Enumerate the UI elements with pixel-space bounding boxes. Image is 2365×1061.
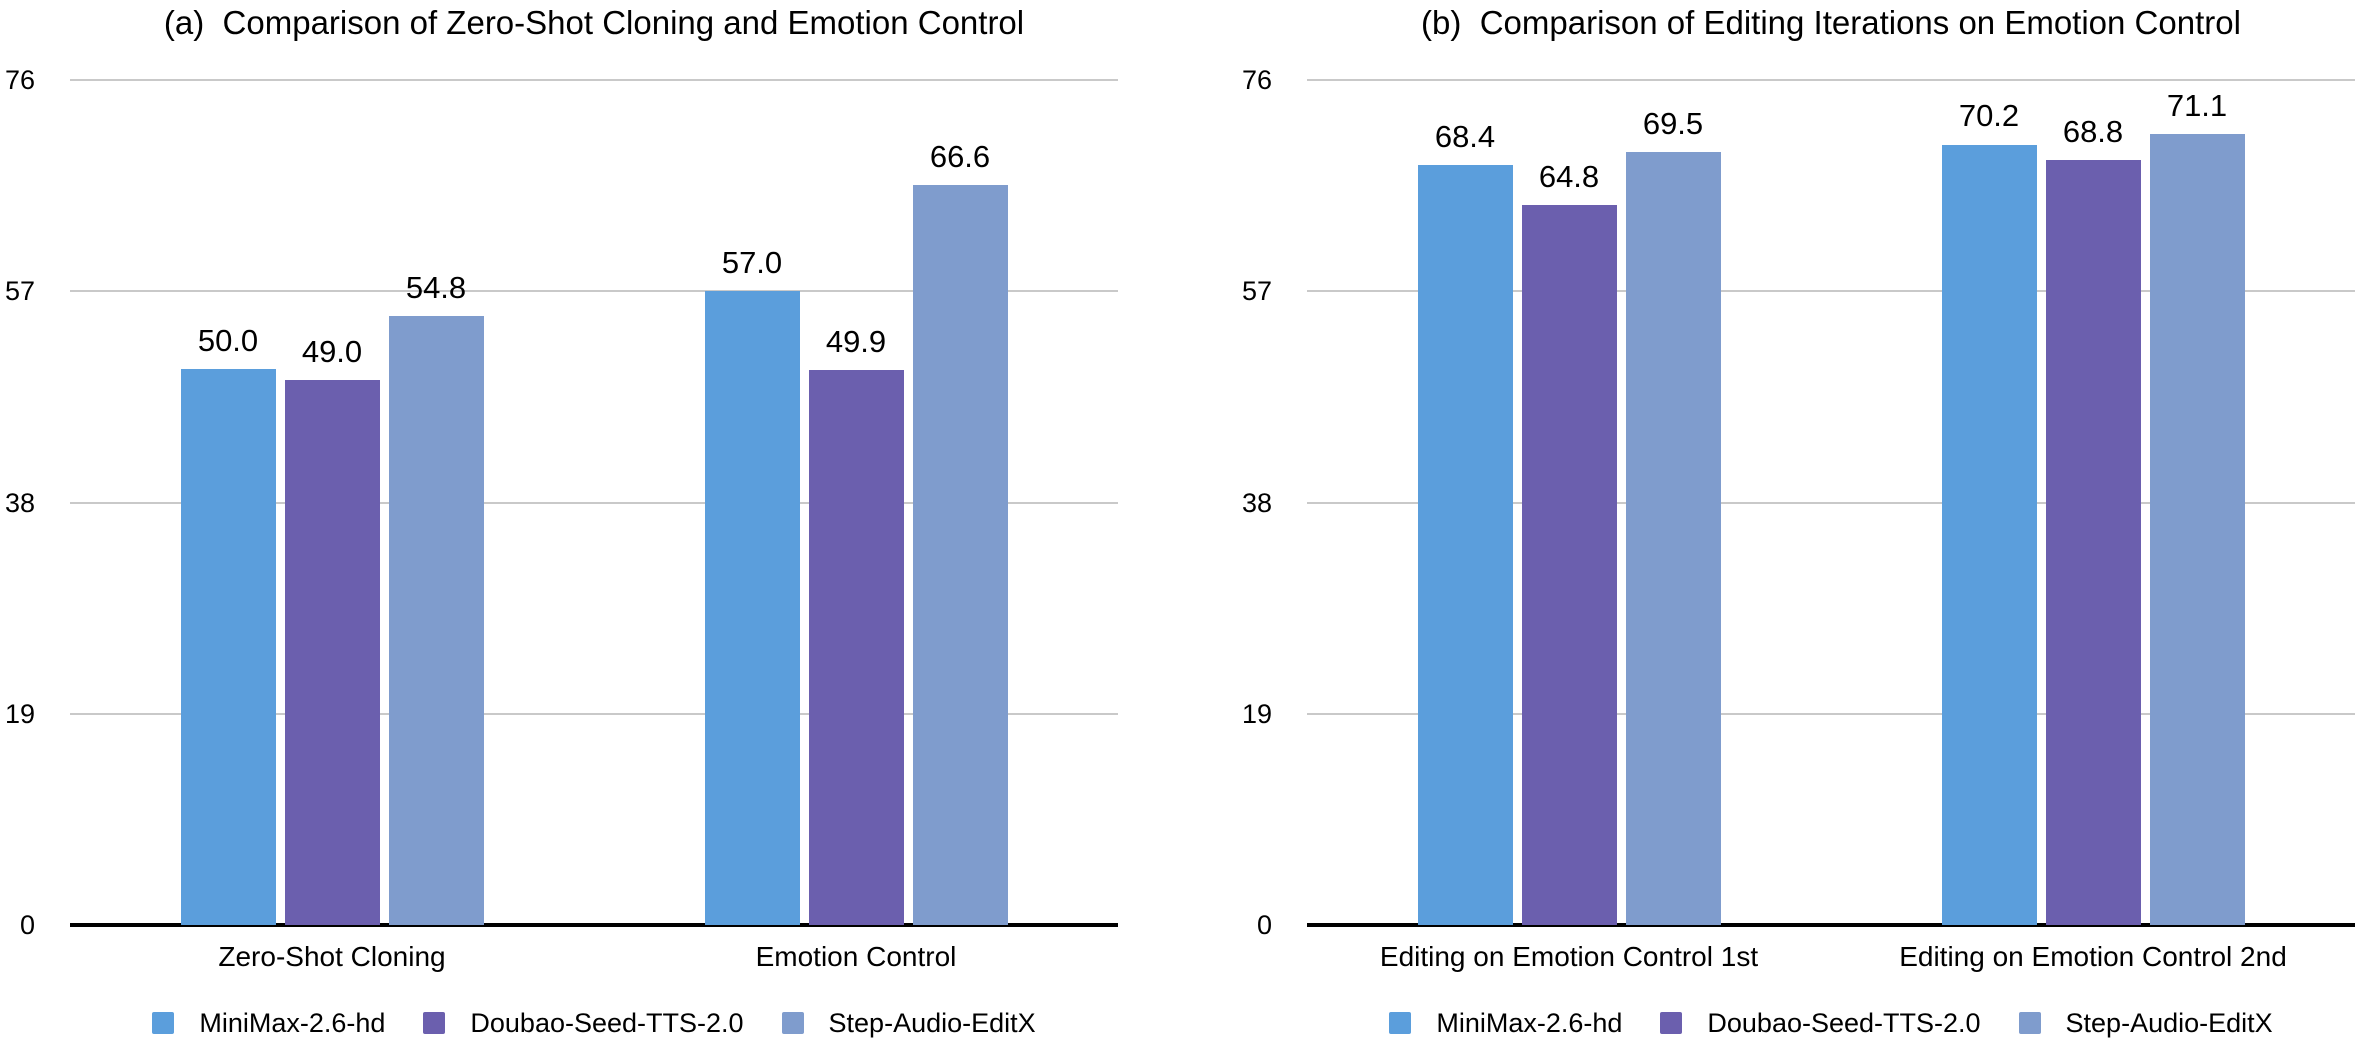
y-tick-label: 38	[1241, 487, 1272, 518]
legend-swatch	[423, 1012, 446, 1034]
x-axis-category-label: Emotion Control	[755, 941, 957, 972]
legend-swatch	[1389, 1012, 1412, 1034]
legend-label: Doubao-Seed-TTS-2.0	[470, 1008, 744, 1038]
chart-b-title: (b) Comparison of Editing Iterations on …	[1421, 4, 2241, 41]
bar	[1625, 152, 1721, 925]
legend-label: Step-Audio-EditX	[828, 1008, 1036, 1038]
y-tick-label: 76	[1241, 65, 1272, 95]
chart-b-plot-area: 0 19 38 57 76 68.4 64.8 69.5 Editing on Emotion …	[1242, 65, 2355, 972]
bar	[388, 315, 484, 925]
gridline	[70, 290, 1118, 293]
bar	[704, 291, 800, 925]
bar-value-label: 57.0	[721, 245, 783, 281]
bar	[1417, 164, 1513, 925]
gridline	[1307, 501, 2355, 504]
legend-item: MiniMax-2.6-hd	[152, 1006, 385, 1040]
legend-label: MiniMax-2.6-hd	[1436, 1008, 1623, 1038]
legend-label: MiniMax-2.6-hd	[199, 1008, 386, 1038]
chart-a-plot-area: 0 19 38 57 76 50.0 49.0 54.8 Zero-Shot Cloning 57…	[5, 65, 1118, 972]
y-tick-label: 57	[1241, 276, 1272, 307]
chart-panel-a: (a) Comparison of Zero-Shot Cloning and …	[5, 0, 1118, 1061]
legend-swatch	[2018, 1012, 2041, 1034]
legend-swatch	[781, 1012, 804, 1034]
gridline	[1307, 79, 2355, 81]
bar-value-label: 68.4	[1434, 118, 1496, 154]
bar-value-label: 54.8	[405, 269, 467, 305]
x-axis-category-label: Zero-Shot Cloning	[218, 941, 446, 972]
legend-swatch	[1660, 1012, 1683, 1034]
gridline	[1307, 712, 2355, 715]
bar-value-label: 50.0	[197, 323, 259, 359]
bar	[2149, 134, 2245, 925]
chart-b-legend: MiniMax-2.6-hd Doubao-Seed-TTS-2.0 Step-Au…	[1307, 1006, 2355, 1040]
y-tick-label: 76	[4, 65, 35, 95]
chart-a-legend: MiniMax-2.6-hd Doubao-Seed-TTS-2.0 Step-Au…	[70, 1006, 1118, 1040]
x-axis-baseline	[70, 923, 1118, 927]
y-tick-label: 0	[1256, 910, 1272, 940]
x-axis-category-label: Editing on Emotion Control 2nd	[1899, 941, 2287, 972]
bar-value-label: 49.0	[301, 334, 363, 370]
bar-value-label: 70.2	[1958, 98, 2020, 134]
bar-value-label: 49.9	[825, 324, 887, 360]
bar	[2045, 160, 2141, 925]
y-tick-label: 0	[19, 910, 35, 940]
bar	[1521, 204, 1617, 925]
legend-label: Step-Audio-EditX	[2065, 1008, 2273, 1038]
y-tick-label: 19	[4, 698, 35, 729]
gridline	[70, 501, 1118, 504]
bar-value-label: 68.8	[2062, 114, 2124, 150]
legend-label: Doubao-Seed-TTS-2.0	[1707, 1008, 1981, 1038]
gridline	[70, 79, 1118, 81]
y-tick-label: 57	[4, 276, 35, 307]
bar-value-label: 64.8	[1538, 158, 1600, 194]
y-tick-label: 19	[1241, 698, 1272, 729]
gridline	[1307, 290, 2355, 293]
x-axis-category-label: Editing on Emotion Control 1st	[1379, 941, 1759, 972]
chart-panel-b: (b) Comparison of Editing Iterations on …	[1242, 0, 2355, 1061]
legend-item: MiniMax-2.6-hd	[1389, 1006, 1622, 1040]
bar-value-label: 71.1	[2166, 88, 2228, 124]
x-axis-baseline	[1307, 923, 2355, 927]
legend-item: Doubao-Seed-TTS-2.0	[1660, 1006, 1981, 1040]
legend-item: Step-Audio-EditX	[781, 1006, 1036, 1040]
bar-value-label: 69.5	[1642, 106, 1704, 142]
bar	[180, 369, 276, 925]
bar	[912, 184, 1008, 925]
legend-swatch	[152, 1012, 175, 1034]
chart-a-title: (a) Comparison of Zero-Shot Cloning and …	[163, 4, 1025, 41]
legend-item: Doubao-Seed-TTS-2.0	[423, 1006, 744, 1040]
legend-item: Step-Audio-EditX	[2018, 1006, 2273, 1040]
gridline	[70, 712, 1118, 715]
y-tick-label: 38	[4, 487, 35, 518]
bar	[1941, 144, 2037, 925]
bar-value-label: 66.6	[929, 138, 991, 174]
bar	[284, 380, 380, 925]
bar	[808, 370, 904, 925]
